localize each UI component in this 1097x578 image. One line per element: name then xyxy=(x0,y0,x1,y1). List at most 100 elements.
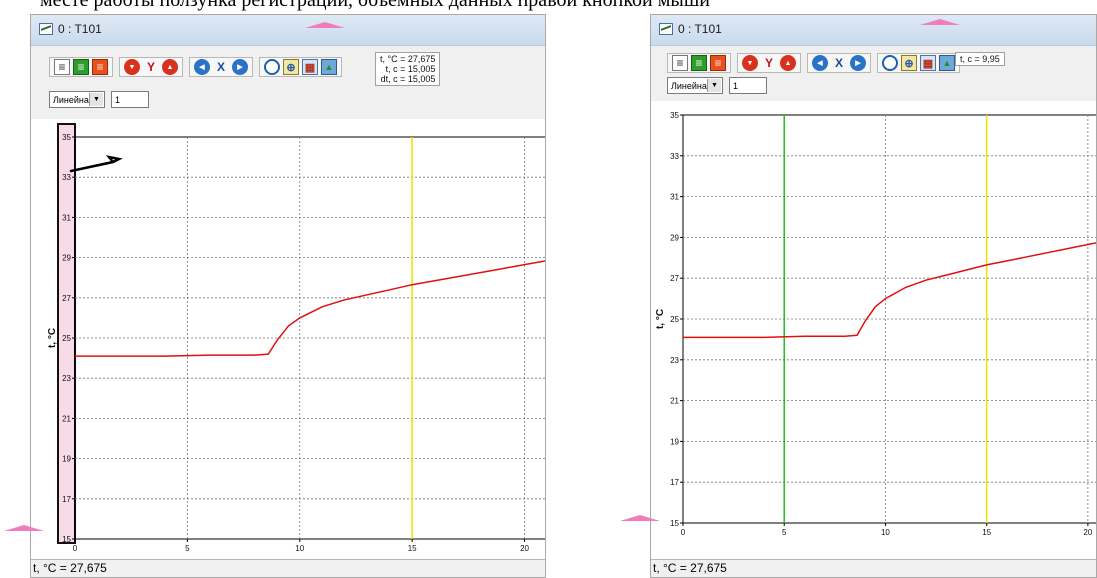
x-axis-button-group: X xyxy=(189,57,253,77)
window-title: 0 : T101 xyxy=(678,22,722,36)
x-tick-label: 20 xyxy=(520,544,529,553)
cursor-readout: t, °C = 27,675 t, c = 15,005 dt, c = 15,… xyxy=(375,52,441,86)
view-button-group xyxy=(49,57,113,77)
chart-svg: 15 17 19 21 23 25 27 29 31 33 35 0 5 10 15 20 t, °C xyxy=(47,133,545,553)
y-tick-label: 31 xyxy=(62,213,71,222)
chart-toolbar: Y X xyxy=(667,50,966,76)
y-tick-label: 21 xyxy=(62,414,71,423)
y-tick-label: 19 xyxy=(670,437,679,446)
window-titlebar[interactable]: 0 : T101 xyxy=(651,15,1096,46)
x-tick-label: 15 xyxy=(982,528,991,537)
y-tick-label: 19 xyxy=(62,455,71,464)
y-axis-icon[interactable]: Y xyxy=(146,60,155,74)
y-tick-label: 17 xyxy=(62,495,71,504)
x-tick-label: 15 xyxy=(408,544,417,553)
readout-line: t, c = 15,005 xyxy=(385,64,436,74)
window-titlebar[interactable]: 0 : T101 xyxy=(31,15,545,46)
x-axis-icon[interactable]: X xyxy=(834,56,843,70)
zoom-icon[interactable] xyxy=(283,59,299,75)
y-tick-label: 25 xyxy=(670,315,679,324)
view-button-group xyxy=(667,53,731,73)
scale-type-select[interactable]: Линейная ▼ xyxy=(667,77,723,94)
chart-svg: 15 17 19 21 23 25 27 29 31 33 35 0 5 10 15 20 t, °C xyxy=(655,111,1096,537)
scale-type-value: Линейная xyxy=(53,94,94,105)
zoom-icon[interactable] xyxy=(901,55,917,71)
list-view-icon[interactable] xyxy=(54,59,70,75)
arrow-right-icon[interactable] xyxy=(232,59,248,75)
page-marker xyxy=(4,525,44,531)
x-tick-label: 10 xyxy=(881,528,890,537)
chevron-down-icon[interactable]: ▼ xyxy=(707,79,721,92)
y-tick-label: 31 xyxy=(670,193,679,202)
chart-window-right: 0 : T101 Y X t, c = 9,95 Линейная xyxy=(650,14,1097,578)
orange-table-icon[interactable] xyxy=(710,55,726,71)
arrow-down-icon[interactable] xyxy=(742,55,758,71)
y-tick-label: 29 xyxy=(670,233,679,242)
arrow-left-icon[interactable] xyxy=(194,59,210,75)
x-tick-label: 20 xyxy=(1083,528,1092,537)
picture-icon[interactable] xyxy=(939,55,955,71)
timer-icon[interactable] xyxy=(882,55,898,71)
scale-value-field[interactable]: 1 xyxy=(111,91,149,108)
x-tick-label: 5 xyxy=(185,544,190,553)
data-series-line xyxy=(75,260,545,357)
x-tick-label: 10 xyxy=(295,544,304,553)
y-tick-label: 35 xyxy=(670,111,679,120)
orange-table-icon[interactable] xyxy=(92,59,108,75)
y-tick-label: 33 xyxy=(62,173,71,182)
page-marker xyxy=(305,22,345,28)
y-axis-label: t, °C xyxy=(655,309,666,329)
y-axis-button-group: Y xyxy=(119,57,183,77)
y-tick-label: 15 xyxy=(670,519,679,528)
y-tick-label: 15 xyxy=(62,535,71,544)
x-tick-label: 5 xyxy=(782,528,787,537)
y-axis-icon[interactable]: Y xyxy=(764,56,773,70)
window-title: 0 : T101 xyxy=(58,22,102,36)
chart-window-left: 0 : T101 Y X t, °C = 27,675 t, c = 15,00… xyxy=(30,14,546,578)
arrow-right-icon[interactable] xyxy=(850,55,866,71)
y-tick-label: 21 xyxy=(670,397,679,406)
arrow-up-icon[interactable] xyxy=(162,59,178,75)
y-tick-label: 27 xyxy=(62,294,71,303)
plot-area[interactable]: 15 17 19 21 23 25 27 29 31 33 35 0 5 10 15 20 t, °C xyxy=(651,101,1096,559)
arrow-left-icon[interactable] xyxy=(812,55,828,71)
chevron-down-icon[interactable]: ▼ xyxy=(89,93,103,106)
green-table-icon[interactable] xyxy=(73,59,89,75)
list-view-icon[interactable] xyxy=(672,55,688,71)
cursor-readout: t, c = 9,95 xyxy=(955,52,1005,66)
table-icon[interactable] xyxy=(920,55,936,71)
x-axis-icon[interactable]: X xyxy=(216,60,225,74)
document-text-fragment: месте работы ползунка регистрации, объем… xyxy=(40,0,710,11)
page-marker xyxy=(920,19,960,25)
scale-type-select[interactable]: Линейная ▼ xyxy=(49,91,105,108)
x-tick-label: 0 xyxy=(681,528,686,537)
x-tick-label: 0 xyxy=(73,544,78,553)
chart-window-icon xyxy=(39,23,53,35)
y-tick-label: 29 xyxy=(62,254,71,263)
tools-button-group xyxy=(259,57,342,77)
y-tick-label: 17 xyxy=(670,478,679,487)
status-bar: t, °C = 27,675 xyxy=(651,559,1096,577)
y-tick-label: 25 xyxy=(62,334,71,343)
arrow-down-icon[interactable] xyxy=(124,59,140,75)
table-icon[interactable] xyxy=(302,59,318,75)
scale-type-value: Линейная xyxy=(671,80,712,91)
chart-toolbar: Y X xyxy=(49,54,348,80)
scale-controls: Линейная ▼ 1 xyxy=(667,77,767,94)
plot-area[interactable]: 15 17 19 21 23 25 27 29 31 33 35 0 5 10 15 20 t, °C xyxy=(31,119,545,559)
page-marker xyxy=(620,515,660,521)
y-tick-label: 27 xyxy=(670,274,679,283)
picture-icon[interactable] xyxy=(321,59,337,75)
arrow-up-icon[interactable] xyxy=(780,55,796,71)
timer-icon[interactable] xyxy=(264,59,280,75)
green-table-icon[interactable] xyxy=(691,55,707,71)
y-tick-label: 33 xyxy=(670,152,679,161)
readout-line: dt, c = 15,005 xyxy=(380,74,436,84)
y-axis-button-group: Y xyxy=(737,53,801,73)
y-tick-label: 23 xyxy=(62,374,71,383)
tools-button-group xyxy=(877,53,960,73)
y-axis-label: t, °C xyxy=(47,328,58,348)
scale-value-field[interactable]: 1 xyxy=(729,77,767,94)
y-tick-label: 23 xyxy=(670,356,679,365)
data-series-line xyxy=(683,242,1096,339)
